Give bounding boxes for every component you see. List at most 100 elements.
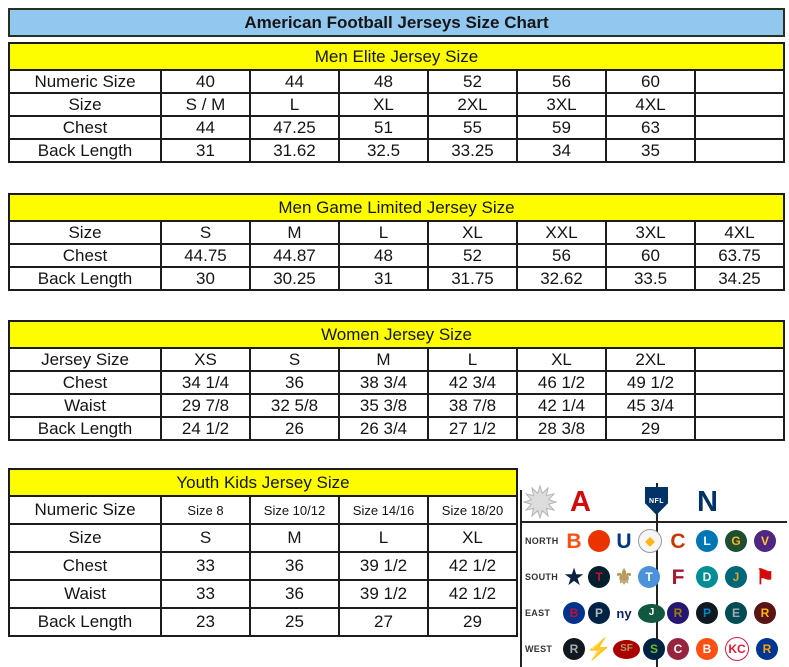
panel-left-border-line	[520, 490, 522, 667]
size-value-cell: S	[160, 523, 251, 553]
division-row-north: NORTH B U ◆ C L G V	[520, 523, 787, 559]
size-value-cell: 55	[427, 115, 518, 140]
vikings-logo: V	[754, 530, 776, 552]
lions-logo: L	[696, 530, 718, 552]
size-value-cell	[694, 138, 785, 163]
size-value-cell: 56	[516, 243, 607, 268]
size-value-cell: 32 5/8	[249, 393, 340, 418]
size-chart-page: American Football Jerseys Size Chart Men…	[8, 8, 785, 637]
size-value-cell: 42 1/2	[427, 551, 518, 581]
dolphins-logo: D	[696, 566, 718, 588]
men-elite-table-grid: Numeric Size 40 44 48 52 56 60 Size S / M L XL 2XL 3…	[8, 69, 785, 163]
row-label: Back Length	[8, 266, 162, 291]
table-row: Jersey Size XS S M L XL 2XL	[8, 347, 785, 372]
size-value-cell: S	[160, 220, 251, 245]
size-value-cell: 39 1/2	[338, 551, 429, 581]
size-value-cell	[694, 69, 785, 94]
nfl-shield-icon: NFL	[645, 487, 668, 515]
size-value-cell: 38 3/4	[338, 370, 429, 395]
bills-logo: B	[563, 602, 585, 624]
size-value-cell: 4XL	[605, 92, 696, 117]
size-value-cell: 36	[249, 370, 340, 395]
size-value-cell: 45 3/4	[605, 393, 696, 418]
size-value-cell: 48	[338, 243, 429, 268]
table-row: Chest 44.75 44.87 48 52 56 60 63.75	[8, 243, 785, 268]
row-label: Waist	[8, 579, 162, 609]
women-table-grid: Jersey Size XS S M L XL 2XL Chest 34 1/4 36 38 3/4…	[8, 347, 785, 441]
afc-team-logos: B U ◆	[563, 529, 662, 553]
table-row: Back Length 24 1/2 26 26 3/4 27 1/2 28 3/8 29	[8, 416, 785, 441]
size-value-cell: 63.75	[694, 243, 785, 268]
size-value-cell: 28 3/8	[516, 416, 607, 441]
size-value-cell: 31	[160, 138, 251, 163]
size-value-cell: 33	[160, 579, 251, 609]
row-label: Numeric Size	[8, 69, 162, 94]
size-value-cell: L	[249, 92, 340, 117]
chiefs-logo: KC	[725, 637, 749, 661]
row-label: Back Length	[8, 416, 162, 441]
table-row: Size S M L XL	[8, 523, 518, 553]
broncos-logo: B	[696, 638, 718, 660]
rams-logo: R	[756, 638, 778, 660]
division-row-west: WEST R ⚡ SF S C B KC R	[520, 631, 787, 667]
packers-logo: G	[725, 530, 747, 552]
49ers-logo: SF	[613, 639, 640, 659]
size-value-cell: 38 7/8	[427, 393, 518, 418]
size-value-cell: 42 3/4	[427, 370, 518, 395]
division-label: EAST	[525, 608, 551, 618]
size-value-cell: 44.75	[160, 243, 251, 268]
size-value-cell: 44.87	[249, 243, 340, 268]
size-value-cell: 48	[338, 69, 429, 94]
bears-logo: C	[670, 529, 686, 553]
division-row-south: SOUTH ★ T ⚜ T F D J ⚑	[520, 559, 787, 595]
saints-logo: ⚜	[614, 565, 634, 589]
size-value-cell: 32.5	[338, 138, 429, 163]
size-value-cell: 29	[427, 607, 518, 637]
size-value-cell: 33	[160, 551, 251, 581]
table-row: Waist 29 7/8 32 5/8 35 3/8 38 7/8 42 1/4 45 3/…	[8, 393, 785, 418]
size-value-cell	[694, 416, 785, 441]
table-row: Size S / M L XL 2XL 3XL 4XL	[8, 92, 785, 117]
youth-kids-table-header: Youth Kids Jersey Size	[8, 468, 518, 495]
row-label: Numeric Size	[8, 495, 162, 525]
men-game-limited-table-grid: Size S M L XL XXL 3XL 4XL Chest 44.75 44.87 48 52 56 6…	[8, 220, 785, 291]
colts-logo: U	[616, 529, 632, 553]
women-size-table: Women Jersey Size Jersey Size XS S M L XL 2XL C…	[8, 320, 785, 441]
size-value-cell: 29 7/8	[160, 393, 251, 418]
bengals-logo: B	[566, 529, 582, 553]
size-value-cell: XS	[160, 347, 251, 372]
size-value-cell: 30.25	[249, 266, 340, 291]
size-value-cell: 59	[516, 115, 607, 140]
size-value-cell: XL	[427, 220, 518, 245]
size-value-cell: Size 8	[160, 495, 251, 525]
size-value-cell	[694, 347, 785, 372]
size-value-cell: S	[249, 347, 340, 372]
row-label: Chest	[8, 243, 162, 268]
table-row: Waist 33 36 39 1/2 42 1/2	[8, 579, 518, 609]
size-value-cell	[694, 115, 785, 140]
row-label: Chest	[8, 551, 162, 581]
table-row: Numeric Size 40 44 48 52 56 60	[8, 69, 785, 94]
row-label: Chest	[8, 115, 162, 140]
size-value-cell: 33.25	[427, 138, 518, 163]
size-value-cell: XL	[427, 523, 518, 553]
table-row: Back Length 31 31.62 32.5 33.25 34 35	[8, 138, 785, 163]
youth-kids-table-grid: Numeric Size Size 8 Size 10/12 Size 14/16 Si…	[8, 495, 518, 637]
afc-logo-icon: A	[570, 486, 591, 518]
cowboys-logo: ★	[564, 565, 584, 589]
size-value-cell: 4XL	[694, 220, 785, 245]
size-value-cell: 35	[605, 138, 696, 163]
seahawks-logo: S	[643, 638, 665, 660]
size-value-cell: 27 1/2	[427, 416, 518, 441]
size-value-cell: 36	[249, 579, 340, 609]
cardinals-logo: C	[667, 638, 689, 660]
size-value-cell: 33.5	[605, 266, 696, 291]
size-value-cell: 60	[605, 243, 696, 268]
size-value-cell	[694, 393, 785, 418]
table-row: Size S M L XL XXL 3XL 4XL	[8, 220, 785, 245]
size-value-cell: XXL	[516, 220, 607, 245]
division-label: SOUTH	[525, 572, 558, 582]
